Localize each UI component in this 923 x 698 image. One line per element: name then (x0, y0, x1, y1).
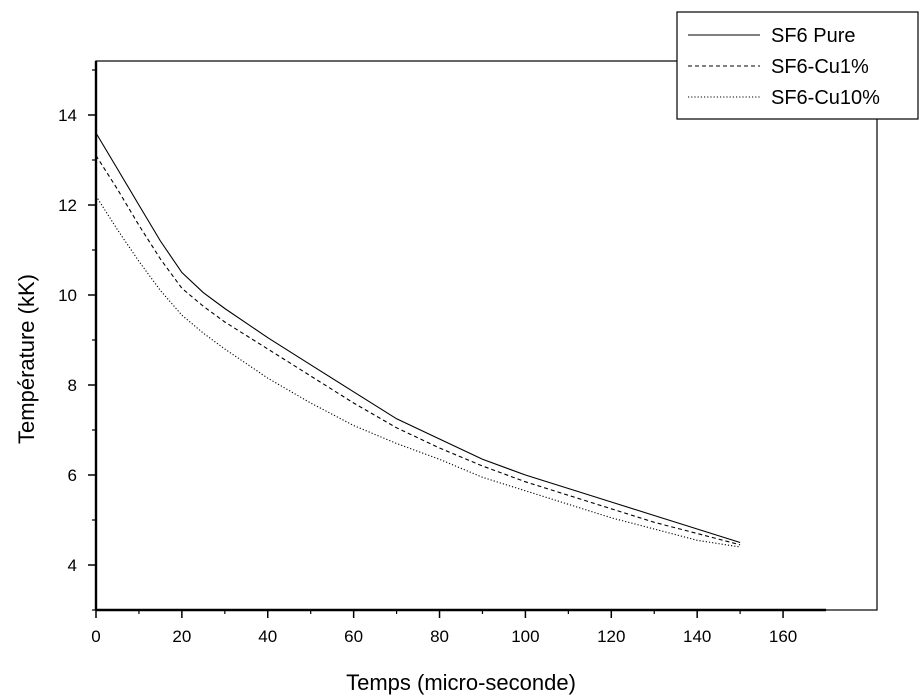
series-line-1 (95, 132, 741, 544)
series-line-2 (95, 155, 741, 546)
x-tick-label: 60 (344, 627, 363, 646)
x-tick-label: 80 (430, 627, 449, 646)
legend-label-2: SF6-Cu1% (771, 56, 869, 78)
x-tick-label: 0 (91, 627, 100, 646)
x-axis-ticks: 0 20 40 60 80 100 120 140 160 (91, 610, 797, 646)
y-tick-label: 4 (68, 556, 77, 575)
y-axis-title: Température (kK) (14, 274, 39, 444)
plot-frame (94, 60, 878, 612)
x-tick-label: 40 (258, 627, 277, 646)
x-tick-label: 100 (511, 627, 539, 646)
y-tick-label: 8 (68, 376, 77, 395)
x-tick-label: 140 (683, 627, 711, 646)
y-tick-label: 14 (58, 106, 77, 125)
plot-border (95, 60, 878, 611)
x-tick-label: 160 (769, 627, 797, 646)
x-tick-label: 20 (172, 627, 191, 646)
y-tick-label: 10 (58, 286, 77, 305)
series-lines (95, 132, 741, 548)
x-axis-title: Temps (micro-seconde) (346, 670, 576, 695)
y-tick-label: 12 (58, 196, 77, 215)
y-axis-ticks: 4 6 8 10 12 14 (58, 69, 96, 611)
x-tick-label: 120 (597, 627, 625, 646)
legend-label-1: SF6 Pure (771, 25, 855, 47)
y-tick-label: 6 (68, 466, 77, 485)
legend: SF6 Pure SF6-Cu1% SF6-Cu10% (676, 11, 919, 120)
series-line-3 (95, 195, 741, 548)
legend-label-3: SF6-Cu10% (771, 87, 880, 109)
